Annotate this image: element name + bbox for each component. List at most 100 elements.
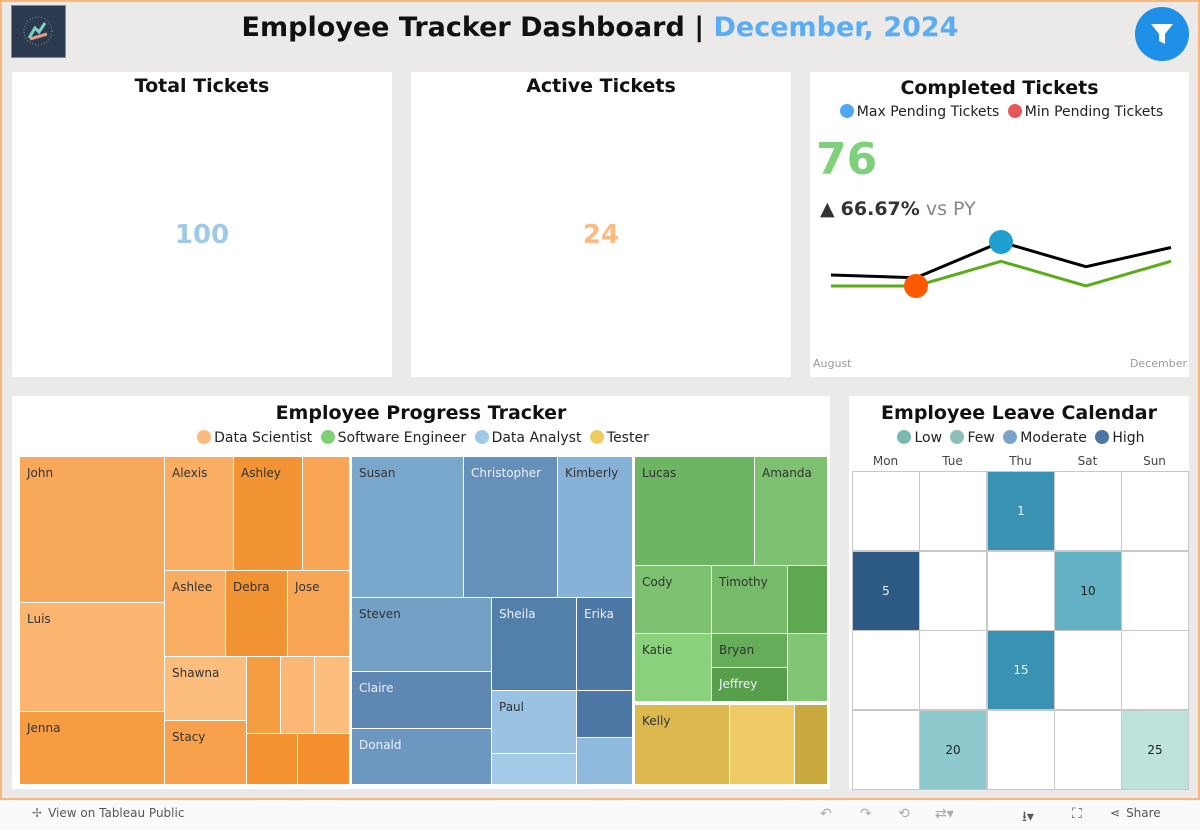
treemap-cell[interactable]: Jose — [288, 571, 349, 656]
leave-legend: Low Few Moderate High — [849, 430, 1189, 446]
calendar-cell[interactable] — [987, 551, 1055, 631]
legend-label: Moderate — [1020, 430, 1087, 446]
treemap-cell[interactable] — [795, 705, 827, 784]
change-vs-py: ▲ 66.67% vs PY — [820, 198, 976, 220]
treemap-cell[interactable] — [788, 566, 827, 633]
treemap-cell[interactable]: Steven — [352, 598, 491, 671]
legend-label: Few — [967, 430, 995, 446]
calendar-cell[interactable] — [1121, 551, 1189, 631]
filter-button[interactable] — [1135, 7, 1189, 61]
treemap-cell[interactable] — [730, 705, 794, 784]
undo-icon[interactable]: ↶ — [820, 806, 832, 822]
treemap-cell[interactable] — [303, 457, 349, 570]
title-month: December, 2024 — [713, 12, 959, 43]
treemap-cell[interactable] — [247, 734, 297, 784]
fullscreen-icon[interactable]: ⛶ — [1072, 806, 1082, 822]
calendar-cell[interactable]: 20 — [919, 710, 987, 790]
active-tickets-title: Active Tickets — [526, 75, 676, 97]
legend-dot — [320, 430, 335, 444]
download-icon[interactable]: ⭳▾ — [1022, 809, 1034, 825]
share-label: Share — [1126, 806, 1161, 820]
calendar-cell[interactable]: 10 — [1054, 551, 1122, 631]
calendar-cell[interactable] — [852, 710, 920, 790]
calendar-cell[interactable] — [852, 630, 920, 710]
treemap-cell[interactable]: Kimberly — [558, 457, 632, 597]
treemap-cell[interactable]: John — [20, 457, 164, 602]
calendar-cell[interactable] — [1054, 630, 1122, 710]
calendar-cell[interactable] — [1054, 471, 1122, 551]
max-legend-dot — [839, 104, 854, 118]
treemap-cell[interactable]: Susan — [352, 457, 463, 597]
refresh-icon[interactable]: ⇄▾ — [935, 806, 954, 822]
treemap-cell[interactable]: Ashlee — [165, 571, 225, 656]
treemap-cell[interactable]: Bryan — [712, 634, 787, 667]
redo-icon[interactable]: ↷ — [860, 806, 872, 822]
calendar-cell[interactable]: 1 — [987, 471, 1055, 551]
revert-icon[interactable]: ⟲ — [898, 806, 910, 822]
weekday-label: Sat — [1077, 454, 1098, 468]
treemap-cell[interactable] — [492, 754, 576, 784]
share-icon: ⋖ — [1110, 806, 1121, 820]
treemap-cell[interactable]: Lucas — [635, 457, 754, 565]
calendar-cell[interactable] — [987, 710, 1055, 790]
treemap-cell[interactable]: Jenna — [20, 712, 164, 784]
calendar-cell[interactable] — [1121, 471, 1189, 551]
calendar-cell[interactable]: 15 — [987, 630, 1055, 710]
treemap-cell[interactable]: Cody — [635, 566, 711, 633]
treemap-cell[interactable] — [315, 657, 349, 733]
treemap-cell[interactable]: Kelly — [635, 705, 729, 784]
max-pending-marker[interactable] — [989, 230, 1013, 254]
calendar-cell[interactable] — [1054, 710, 1122, 790]
progress-title: Employee Progress Tracker — [275, 402, 567, 424]
calendar-cell[interactable] — [1121, 630, 1189, 710]
treemap-cell[interactable] — [247, 657, 280, 733]
calendar-cell[interactable] — [852, 471, 920, 551]
change-value: 66.67% — [840, 198, 920, 220]
treemap-cell[interactable] — [788, 634, 827, 701]
completed-line-chart — [830, 230, 1172, 298]
treemap-cell[interactable]: Sheila — [492, 598, 576, 690]
treemap-cell[interactable]: Shawna — [165, 657, 246, 720]
treemap-cell[interactable]: Donald — [352, 729, 491, 784]
treemap-cell[interactable] — [298, 734, 349, 784]
legend-dot — [950, 430, 965, 444]
treemap-cell[interactable]: Katie — [635, 634, 711, 701]
treemap-cell[interactable]: Erika — [577, 598, 632, 690]
legend-dot — [197, 430, 212, 444]
calendar-cell[interactable]: 5 — [852, 551, 920, 631]
completed-tickets-panel: Completed Tickets Max Pending Tickets Mi… — [810, 72, 1189, 377]
weekday-label: Tue — [942, 454, 963, 468]
min-legend-label: Min Pending Tickets — [1024, 104, 1164, 120]
treemap-cell[interactable]: Alexis — [165, 457, 233, 570]
treemap-cell[interactable]: Christopher — [464, 457, 557, 597]
up-arrow-icon: ▲ — [820, 198, 835, 220]
legend-label: Data Analyst — [491, 430, 582, 446]
treemap-cell[interactable]: Ashley — [234, 457, 302, 570]
treemap-cell[interactable] — [577, 738, 632, 784]
treemap-cell[interactable]: Luis — [20, 603, 164, 711]
treemap-cell[interactable] — [577, 691, 632, 737]
calendar-cell[interactable]: 25 — [1121, 710, 1189, 790]
legend-label: Tester — [606, 430, 649, 446]
treemap-cell[interactable]: Jeffrey — [712, 668, 787, 701]
legend-dot — [1095, 430, 1110, 444]
legend-label: Data Scientist — [214, 430, 313, 446]
view-on-tableau-link[interactable]: ✢ View on Tableau Public — [32, 806, 184, 820]
total-tickets-panel: Total Tickets 100 — [12, 72, 392, 377]
calendar-cell[interactable] — [919, 551, 987, 631]
treemap-cell[interactable]: Debra — [226, 571, 287, 656]
chart-logo-icon — [23, 16, 53, 46]
treemap-cell[interactable]: Timothy — [712, 566, 787, 633]
treemap-cell[interactable] — [281, 657, 314, 733]
share-button[interactable]: ⋖ Share — [1110, 806, 1161, 820]
min-pending-marker[interactable] — [904, 274, 928, 298]
treemap-cell[interactable]: Stacy — [165, 721, 246, 784]
treemap-cell[interactable]: Amanda — [755, 457, 827, 565]
calendar-cell[interactable] — [919, 471, 987, 551]
treemap-cell[interactable]: Claire — [352, 672, 491, 728]
calendar-cell[interactable] — [919, 630, 987, 710]
legend-label: Software Engineer — [337, 430, 467, 446]
treemap-cell[interactable]: Paul — [492, 691, 576, 753]
weekday-label: Mon — [872, 454, 899, 468]
completed-value: 76 — [816, 134, 878, 185]
